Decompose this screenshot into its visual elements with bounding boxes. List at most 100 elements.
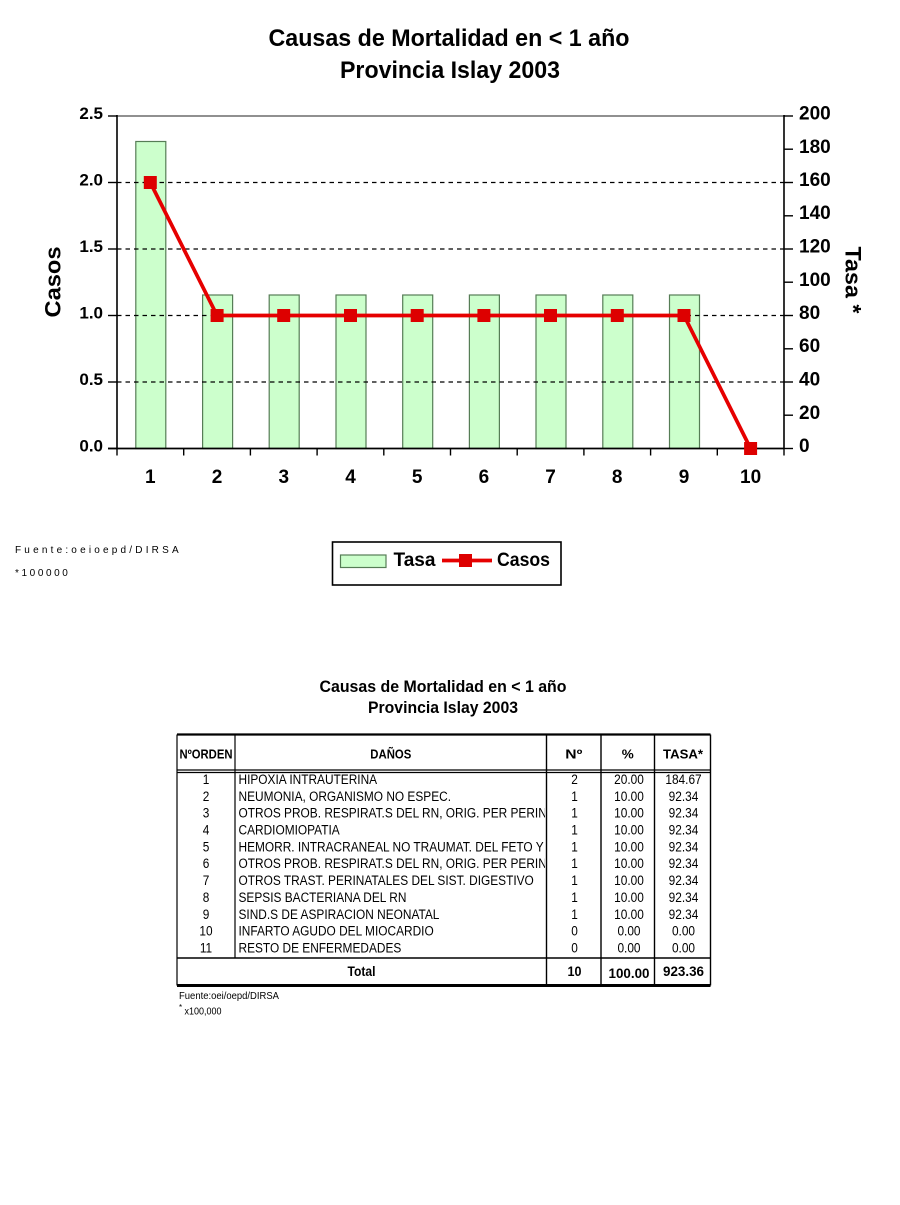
svg-text:Casos: Casos [497,550,550,571]
svg-text:1.0: 1.0 [79,304,103,323]
svg-text:7: 7 [203,873,210,888]
svg-text:92.34: 92.34 [669,806,699,821]
svg-text:2.0: 2.0 [79,171,103,190]
svg-text:10.00: 10.00 [614,856,644,871]
svg-text:2.5: 2.5 [79,104,103,123]
svg-text:2: 2 [571,772,578,787]
svg-text:10.00: 10.00 [614,839,644,854]
svg-text:0.00: 0.00 [672,941,695,956]
svg-text:0.0: 0.0 [79,437,103,456]
svg-text:NºORDEN: NºORDEN [180,747,233,762]
svg-text:8: 8 [612,467,623,488]
svg-text:0: 0 [571,941,578,956]
svg-text:1.5: 1.5 [79,237,103,256]
svg-text:1: 1 [571,907,578,922]
svg-text:Fuente:oeioepd/DIRSA: Fuente:oeioepd/DIRSA [15,545,182,556]
svg-text:3: 3 [203,806,210,821]
svg-text:Fuente:oei/oepd/DIRSA: Fuente:oei/oepd/DIRSA [179,990,279,1002]
svg-text:100.00: 100.00 [609,966,650,981]
svg-text:9: 9 [203,907,210,922]
svg-text:7: 7 [545,467,556,488]
svg-text:6: 6 [203,856,210,871]
svg-text:10.00: 10.00 [614,806,644,821]
svg-text:92.34: 92.34 [669,907,699,922]
svg-text:*100000: *100000 [15,568,70,579]
svg-text:92.34: 92.34 [669,873,699,888]
svg-text:0.5: 0.5 [79,370,103,389]
svg-text:Tasa *: Tasa * [841,247,866,314]
svg-text:2: 2 [212,467,223,488]
svg-text:1: 1 [145,467,156,488]
svg-text:140: 140 [799,203,831,224]
svg-text:100: 100 [799,270,831,291]
svg-text:10: 10 [199,924,212,939]
svg-text:DAÑOS: DAÑOS [370,747,411,762]
svg-text:Causas de Mortalidad en < 1 añ: Causas de Mortalidad en < 1 año [269,25,630,52]
svg-text:10.00: 10.00 [614,890,644,905]
svg-text:1: 1 [571,806,578,821]
svg-text:180: 180 [799,137,831,158]
svg-text:1: 1 [571,823,578,838]
svg-text:HEMORR. INTRACRANEAL NO TRAUMA: HEMORR. INTRACRANEAL NO TRAUMAT. DEL FET… [239,839,590,854]
svg-text:HIPOXIA INTRAUTERINA: HIPOXIA INTRAUTERINA [239,772,378,787]
svg-text:923.36: 923.36 [663,964,704,979]
svg-text:0: 0 [799,436,810,457]
svg-text:10: 10 [740,467,761,488]
svg-text:1: 1 [571,873,578,888]
svg-text:NEUMONIA, ORGANISMO NO ESPEC.: NEUMONIA, ORGANISMO NO ESPEC. [239,789,452,804]
svg-text:CARDIOMIOPATIA: CARDIOMIOPATIA [239,823,340,838]
svg-text:1: 1 [571,856,578,871]
svg-text:92.34: 92.34 [669,839,699,854]
svg-text:1: 1 [571,839,578,854]
svg-text:Provincia Islay 2003: Provincia Islay 2003 [340,57,560,84]
svg-text:%: % [622,747,634,762]
svg-text:160: 160 [799,170,831,191]
svg-text:4: 4 [203,823,210,838]
svg-text:OTROS PROB. RESPIRAT.S DEL RN,: OTROS PROB. RESPIRAT.S DEL RN, ORIG. PER… [239,806,564,821]
svg-text:TASA*: TASA* [663,747,704,762]
svg-text:0: 0 [571,924,578,939]
svg-text:Total: Total [348,964,376,979]
svg-text:Provincia Islay 2003: Provincia Islay 2003 [368,699,518,717]
svg-text:80: 80 [799,303,820,324]
svg-text:10: 10 [568,964,582,979]
svg-text:92.34: 92.34 [669,890,699,905]
svg-text:10.00: 10.00 [614,789,644,804]
svg-text:0.00: 0.00 [672,924,695,939]
svg-text:Tasa: Tasa [394,550,436,571]
svg-text:11: 11 [200,941,212,956]
svg-text:10.00: 10.00 [614,873,644,888]
svg-text:4: 4 [345,467,356,488]
svg-text:Casos: Casos [41,247,66,318]
svg-text:Nº: Nº [565,747,582,762]
svg-text:184.67: 184.67 [665,772,701,787]
svg-text:x100,000: x100,000 [185,1006,222,1018]
svg-text:92.34: 92.34 [669,856,699,871]
svg-text:RESTO DE ENFERMEDADES: RESTO DE ENFERMEDADES [239,941,402,956]
svg-text:0.00: 0.00 [617,924,640,939]
svg-text:40: 40 [799,370,820,391]
svg-text:20: 20 [799,403,820,424]
svg-text:3: 3 [279,467,290,488]
svg-text:6: 6 [479,467,490,488]
svg-text:120: 120 [799,237,831,258]
svg-text:5: 5 [203,839,210,854]
svg-text:INFARTO AGUDO DEL MIOCARDIO: INFARTO AGUDO DEL MIOCARDIO [239,924,434,939]
svg-text:10.00: 10.00 [614,823,644,838]
svg-text:200: 200 [799,104,831,125]
svg-text:60: 60 [799,336,820,357]
svg-text:OTROS TRAST. PERINATALES DEL S: OTROS TRAST. PERINATALES DEL SIST. DIGES… [239,873,534,888]
svg-text:SEPSIS BACTERIANA DEL RN: SEPSIS BACTERIANA DEL RN [239,890,407,905]
svg-text:2: 2 [203,789,210,804]
svg-text:8: 8 [203,890,210,905]
svg-text:9: 9 [679,467,690,488]
svg-text:92.34: 92.34 [669,789,699,804]
svg-text:10.00: 10.00 [614,907,644,922]
svg-text:OTROS PROB. RESPIRAT.S DEL RN,: OTROS PROB. RESPIRAT.S DEL RN, ORIG. PER… [239,856,564,871]
svg-text:1: 1 [571,789,578,804]
svg-text:SIND.S DE ASPIRACION NEONATAL: SIND.S DE ASPIRACION NEONATAL [239,907,440,922]
svg-text:5: 5 [412,467,423,488]
svg-text:*: * [179,1003,182,1012]
svg-text:0.00: 0.00 [617,941,640,956]
svg-text:Causas de Mortalidad en < 1 añ: Causas de Mortalidad en < 1 año [320,678,567,696]
